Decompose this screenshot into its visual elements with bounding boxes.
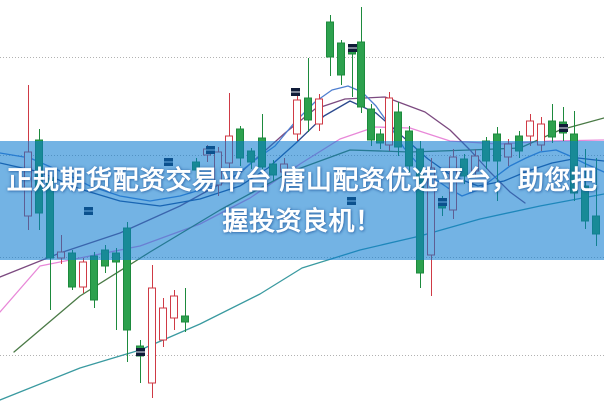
candle-up (159, 298, 167, 347)
candle-body (90, 255, 98, 301)
candle-up (526, 114, 534, 146)
candle-down (548, 104, 556, 143)
candle-up (170, 290, 178, 330)
promo-banner: 正规期货配资交易平台 唐山配资优选平台，助您把 握投资良机！ (0, 141, 604, 260)
doji-marker (136, 348, 145, 356)
candle-body (548, 120, 556, 138)
candle-up (148, 265, 156, 398)
candle-body (293, 99, 301, 135)
candle-down (112, 248, 120, 330)
candle-down (357, 7, 365, 113)
candle-down (181, 288, 189, 332)
doji-marker (291, 88, 300, 96)
candle-body (159, 307, 167, 341)
candle-body (526, 120, 534, 137)
candle-body (357, 41, 365, 108)
candle-down (136, 340, 144, 383)
candle-up (293, 96, 301, 141)
candle-body (337, 42, 345, 76)
candle-body (326, 21, 334, 58)
candle-body (385, 97, 393, 146)
candle-body (315, 98, 323, 125)
candle-body (79, 261, 87, 288)
candle-down (304, 58, 312, 132)
doji-marker (559, 124, 568, 132)
candle-down (326, 15, 334, 76)
candle-down (367, 104, 375, 146)
candle-down (90, 252, 98, 308)
candle-down (337, 40, 345, 85)
candle-up (315, 94, 323, 131)
promo-banner-line-1: 正规期货配资交易平台 唐山配资优选平台，助您把 (6, 164, 598, 195)
candle-body (304, 97, 312, 121)
candle-body (170, 295, 178, 319)
promo-banner-line-2: 握投资良机！ (222, 205, 382, 236)
candle-body (148, 287, 156, 384)
candle-body (367, 108, 375, 141)
candle-up (79, 258, 87, 293)
doji-marker (348, 44, 357, 52)
candle-body (181, 315, 189, 323)
